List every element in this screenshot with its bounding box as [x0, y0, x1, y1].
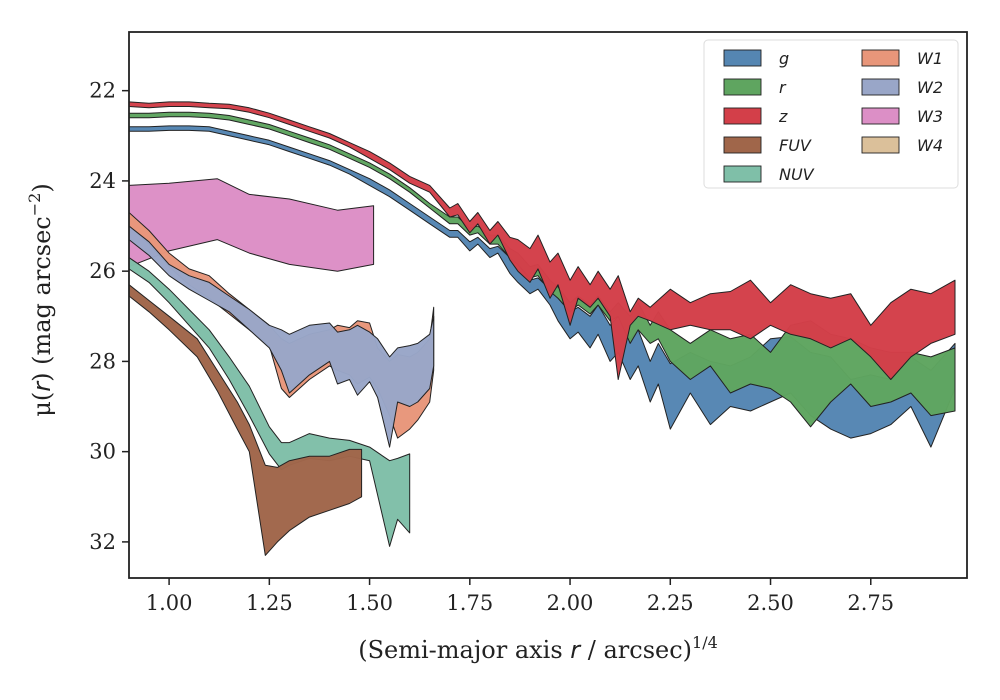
x-axis-ticks: 1.00 1.25 1.50 1.75 2.00 2.25 2.50 2.75: [146, 578, 894, 615]
y-axis-label-var: r: [28, 380, 56, 392]
band-w3: [129, 178, 375, 272]
x-tick-label: 2.00: [547, 591, 594, 615]
legend-label-w2: W2: [917, 78, 943, 97]
y-tick-label: 24: [89, 169, 116, 193]
x-tick-label: 2.50: [747, 591, 794, 615]
y-axis-ticks: 22 24 26 28 30 32: [89, 79, 129, 554]
legend-swatch-w1: [861, 49, 900, 67]
legend-label-fuv: FUV: [779, 136, 812, 155]
legend-label-w1: W1: [917, 49, 943, 68]
legend-label-w3: W3: [917, 107, 943, 126]
x-axis-label-exponent: 1/4: [692, 633, 718, 652]
legend: grz FUV NUV W1 W2 W3 W4: [703, 39, 959, 189]
y-tick-label: 26: [89, 259, 116, 283]
y-tick-label: 28: [89, 349, 116, 373]
y-axis-label-exponent: −2: [25, 193, 44, 217]
plot-frame: [128, 31, 968, 579]
y-tick-label: 22: [89, 79, 116, 103]
x-tick-label: 1.25: [246, 591, 293, 615]
y-axis-label-pre: μ(: [28, 392, 56, 417]
series-bands: [129, 101, 956, 556]
x-tick-label: 1.50: [346, 591, 393, 615]
legend-swatch-nuv: [723, 165, 762, 183]
legend-label-g: g: [779, 49, 789, 68]
y-axis-label-close: ): [28, 183, 56, 192]
band-nuv: [129, 257, 411, 547]
x-tick-label: 2.25: [647, 591, 694, 615]
legend-label-r: r: [779, 78, 787, 97]
legend-label-z: z: [778, 107, 788, 126]
legend-swatch-z: [723, 107, 762, 125]
legend-swatch-w2: [861, 78, 900, 96]
legend-swatch-w3: [861, 107, 900, 125]
legend-swatch-fuv: [723, 136, 762, 154]
band-z: [129, 101, 956, 380]
x-tick-label: 1.00: [146, 591, 193, 615]
x-tick-label: 2.75: [847, 591, 894, 615]
legend-swatch-w4: [861, 136, 900, 154]
legend-label-nuv: NUV: [779, 165, 815, 184]
band-fuv: [129, 284, 363, 556]
x-axis-label-var: r: [570, 636, 582, 664]
x-axis-label: (Semi-major axis r / arcsec)1/4: [358, 633, 718, 664]
band-w2: [129, 225, 435, 448]
legend-swatch-r: [723, 78, 762, 96]
legend-swatch-g: [723, 49, 762, 67]
legend-label-w4: W4: [917, 136, 943, 155]
y-tick-label: 32: [89, 530, 116, 554]
y-tick-label: 30: [89, 440, 116, 464]
y-axis-label: μ(r) (mag arcsec−2): [25, 183, 56, 416]
x-tick-label: 1.75: [446, 591, 493, 615]
y-axis-label-post: ) (mag arcsec: [28, 216, 56, 382]
x-axis-label-pre: (Semi-major axis: [358, 636, 570, 664]
x-axis-label-post: / arcsec): [580, 636, 692, 664]
